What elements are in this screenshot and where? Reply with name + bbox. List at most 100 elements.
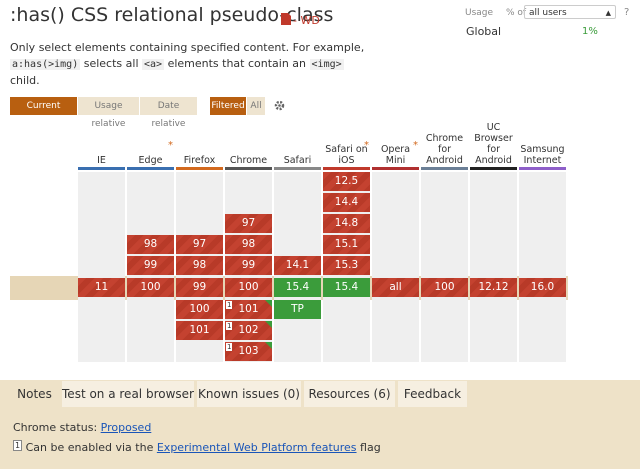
browser-bar [519,167,566,170]
browser-name: Chrome for Android [420,133,469,166]
version: 15.3 [334,259,359,271]
description-line: a:has(>img) selects all <a> elements tha… [10,56,364,73]
prefix-marker: * [168,140,173,151]
spec-status: - WD [293,14,320,27]
tab[interactable]: Feedback [398,381,467,407]
support-cell: 12.12 [470,278,517,297]
help[interactable]: ? [624,7,630,18]
version: 14.1 [285,259,310,271]
text: elements that contain an [167,57,307,70]
browser-name: Opera Mini [371,144,420,166]
tab[interactable]: Resources (6) [304,381,395,407]
browser-label: Firefox [183,155,216,166]
filter-button[interactable]: All [247,97,265,115]
support-cell: 99 [176,278,223,297]
status-label: Chrome status: [13,421,98,434]
support-cell: 100 [421,278,468,297]
settings-icon[interactable] [274,100,285,111]
tab[interactable]: Known issues (0) [197,381,301,407]
description-line: child. [10,73,364,89]
browser-label: Opera Mini [380,144,411,166]
footnote: 1 Can be enabled via the Experimental We… [13,440,381,454]
column-bg [519,172,566,362]
support-cell: 99 [225,256,272,275]
version: 99 [143,259,158,271]
version: 15.4 [334,281,359,293]
browser-label: Safari on iOS [325,144,368,166]
view-button[interactable]: Current aligned [10,97,77,129]
browser-bar [176,167,223,170]
footnote-link[interactable]: Experimental Web Platform features [156,441,357,454]
footnote-text: Can be enabled via the [25,441,154,454]
support-cell: 15.4 [274,278,321,297]
usage-of: % of [506,8,527,18]
code: <img> [309,59,344,70]
support-cell: 14.1 [274,256,321,275]
browser-label: Chrome [229,155,268,166]
version: 14.8 [334,217,359,229]
tab[interactable]: Test on a real browser [62,381,194,407]
browser-name: Edge [126,155,175,166]
support-cell: 102 1 [225,321,272,340]
version: 16.0 [530,281,555,293]
support-cell: 97 [176,235,223,254]
support-cell: 98 [127,235,174,254]
note-number: 1 [226,301,233,309]
view-button[interactable]: Usage relative [78,97,139,129]
support-cell: 99 [127,256,174,275]
support-cell: 14.4 [323,193,370,212]
version: 103 [238,345,259,357]
footnote-after: flag [360,441,381,454]
view-button[interactable]: Date relative [140,97,197,129]
column-bg [78,172,125,362]
chrome-status: Chrome status: Proposed [13,421,151,434]
prefix-marker: * [364,140,369,151]
text: child. [10,74,40,87]
status-link[interactable]: Proposed [100,421,152,434]
version: 98 [241,238,256,250]
browser-bar [274,167,321,170]
browser-name: Safari on iOS [322,144,371,166]
spec-icon [281,13,291,25]
browser-bar [225,167,272,170]
description: Only select elements containing specifie… [10,40,364,89]
column-bg [421,172,468,362]
user-select[interactable]: all users ▲ [524,5,616,19]
code: <a> [142,59,165,70]
column-bg [470,172,517,362]
version: 102 [238,324,259,336]
browser-bar [78,167,125,170]
browser-label: Chrome for Android [425,133,464,166]
column-bg [372,172,419,362]
description-line: Only select elements containing specifie… [10,40,364,56]
support-cell: 103 1 [225,342,272,361]
prefix-marker: * [413,140,418,151]
support-cell: 11 [78,278,125,297]
version: 101 [189,324,210,336]
browser-name: IE [77,155,126,166]
filter-button[interactable]: Filtered [210,97,246,115]
version: 100 [140,281,161,293]
version: 100 [434,281,455,293]
tab[interactable]: Notes [10,381,59,407]
browser-bar [470,167,517,170]
version: 15.4 [285,281,310,293]
footnote-number: 1 [13,440,23,451]
support-cell: 15.4 [323,278,370,297]
support-cell: 98 [176,256,223,275]
version: 98 [192,259,207,271]
title: :has() CSS relational pseudo-class [10,4,334,26]
usage-label: Usage [465,8,494,18]
version: 99 [192,281,207,293]
browser-label: Safari [283,155,312,166]
version: 100 [189,303,210,315]
version: 15.1 [334,238,359,250]
support-cell: 16.0 [519,278,566,297]
version: 100 [238,281,259,293]
browser-label: Samsung Internet [520,144,565,166]
text: selects all [83,57,139,70]
browser-name: Samsung Internet [518,144,567,166]
support-cell: 100 [127,278,174,297]
support-cell: 100 [176,300,223,319]
